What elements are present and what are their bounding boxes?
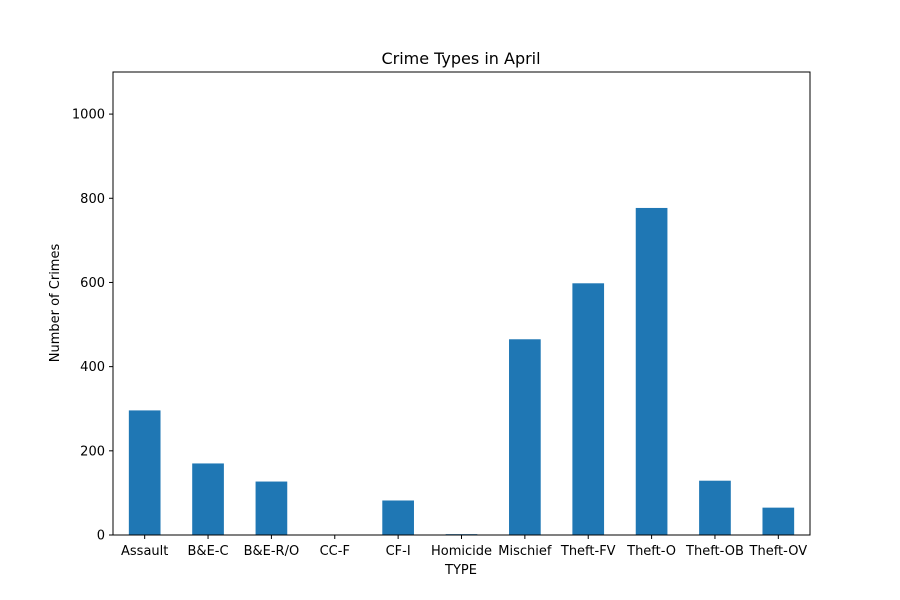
x-tick-label: B&E-C <box>188 544 229 559</box>
x-tick-label: B&E-R/O <box>244 544 300 559</box>
bar-theft-o <box>635 207 668 535</box>
bar-theft-fv <box>572 283 605 535</box>
chart-title: Crime Types in April <box>381 49 540 68</box>
x-tick-label: Theft-OV <box>749 544 808 559</box>
bar-cf-i <box>382 500 414 535</box>
y-tick-label: 200 <box>80 444 105 459</box>
x-tick-label: Homicide <box>431 544 492 559</box>
x-tick-label: Theft-OB <box>685 544 744 559</box>
x-tick-label: Theft-FV <box>560 544 616 559</box>
bar-assault <box>128 410 161 535</box>
x-tick-label: Theft-O <box>626 544 676 559</box>
bar-b-e-c <box>192 463 224 535</box>
y-tick-label: 1000 <box>72 108 105 123</box>
x-axis-title: TYPE <box>444 563 477 578</box>
bar-mischief <box>509 339 541 535</box>
bars-group <box>128 207 795 535</box>
x-axis: Assault B&E-C B&E-R/O CC-F CF-I Homicide Misch… <box>121 535 807 559</box>
x-tick-label: CC-F <box>320 544 350 559</box>
y-tick-label: 800 <box>80 192 105 207</box>
bar-b-e-r-o <box>255 481 288 535</box>
y-tick-label: 600 <box>80 276 105 291</box>
y-tick-label: 0 <box>97 529 105 544</box>
bar-theft-ob <box>699 480 731 535</box>
y-axis: 0 200 400 600 800 1000 <box>72 108 113 544</box>
x-tick-label: Mischief <box>498 544 552 559</box>
x-tick-label: Assault <box>121 544 168 559</box>
x-tick-label: CF-I <box>386 544 411 559</box>
y-tick-label: 400 <box>80 360 105 375</box>
y-axis-title: Number of Crimes <box>48 244 63 363</box>
bar-theft-ov <box>762 507 795 535</box>
